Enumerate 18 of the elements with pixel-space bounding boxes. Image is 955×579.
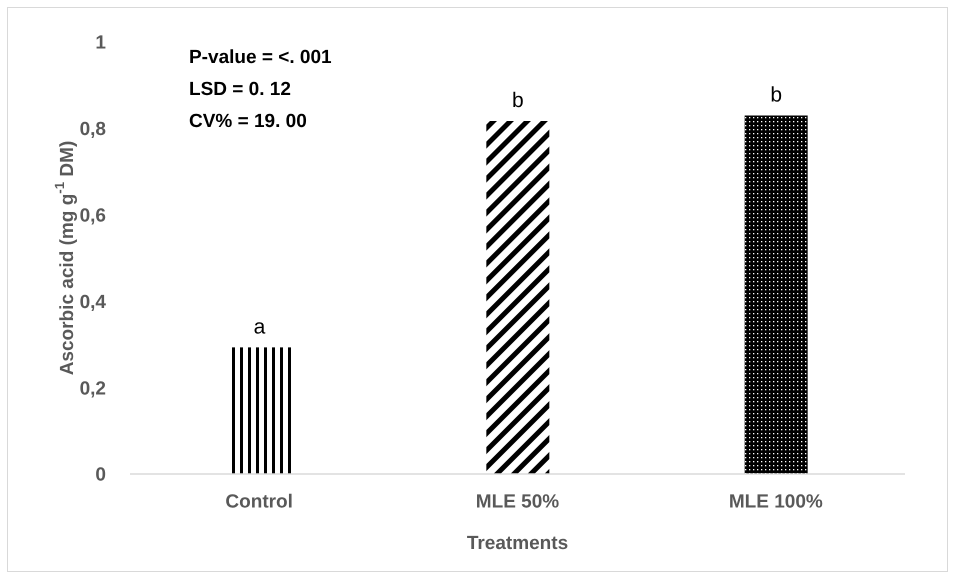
y-tick-label: 0,6 — [80, 206, 106, 227]
bar — [744, 115, 808, 474]
annotation: LSD = 0. 12 — [189, 78, 292, 102]
x-tick-label: MLE 50% — [476, 491, 560, 512]
y-tick-label: 0,4 — [80, 292, 106, 313]
y-tick-label: 0 — [95, 464, 106, 486]
data-label: b — [770, 83, 782, 106]
annotation: CV% = 19. 00 — [189, 110, 308, 134]
annotation: P-value = <. 001 — [189, 46, 332, 70]
x-axis-title: Treatments — [466, 533, 568, 554]
x-tick-label: Control — [225, 491, 293, 512]
bar — [486, 121, 550, 474]
y-tick-label: 0,8 — [80, 119, 106, 140]
data-label: b — [512, 89, 524, 112]
y-tick-label: 0,2 — [80, 378, 106, 400]
data-label: a — [254, 315, 266, 338]
x-tick-label: MLE 100% — [728, 491, 823, 512]
y-tick-label: 1 — [95, 32, 106, 54]
